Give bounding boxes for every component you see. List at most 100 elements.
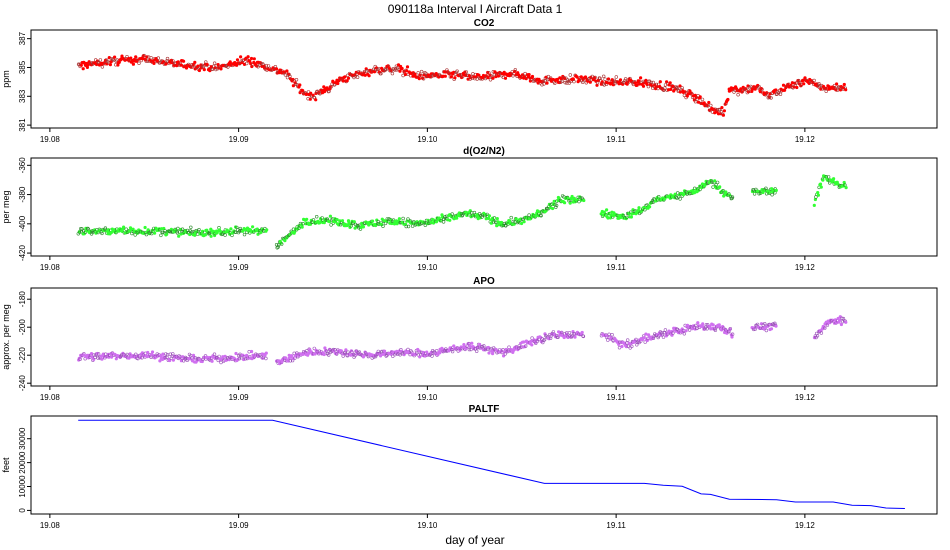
o2n2-point xyxy=(730,195,735,199)
co2-point xyxy=(720,106,724,110)
co2-point xyxy=(216,63,220,67)
o2n2-point xyxy=(207,231,212,236)
o2n2-point xyxy=(823,174,827,179)
o2n2-point xyxy=(434,220,439,224)
co2-point xyxy=(523,71,527,76)
apo-point xyxy=(838,318,842,322)
apo-point xyxy=(708,324,712,328)
o2n2-point xyxy=(637,206,641,210)
o2n2-point xyxy=(582,198,586,203)
co2-point xyxy=(79,63,83,67)
co2-point xyxy=(400,66,404,71)
o2n2-point xyxy=(495,217,499,221)
apo-point xyxy=(283,356,288,360)
co2-point xyxy=(235,58,240,62)
apo-xtick-label: 19.09 xyxy=(229,393,250,402)
apo-point xyxy=(645,338,649,343)
o2n2-point xyxy=(836,182,840,186)
apo-point xyxy=(542,338,547,342)
apo-point xyxy=(730,335,734,339)
co2-point xyxy=(453,76,457,80)
co2-point xyxy=(726,97,730,102)
co2-xtick-label: 19.10 xyxy=(417,135,438,144)
o2n2-xtick-label: 19.12 xyxy=(795,263,816,272)
apo-title: APO xyxy=(473,276,495,287)
co2-point xyxy=(655,85,659,89)
apo-point xyxy=(815,334,820,338)
apo-point xyxy=(573,335,577,339)
co2-point xyxy=(405,65,410,69)
co2-ytick-label: 385 xyxy=(18,60,27,74)
o2n2-point xyxy=(293,230,297,234)
co2-point xyxy=(560,79,564,84)
o2n2-point xyxy=(180,227,185,231)
apo-point xyxy=(839,322,844,327)
apo-point xyxy=(234,351,238,356)
co2-point xyxy=(675,85,680,90)
co2-point xyxy=(308,97,312,101)
apo-point xyxy=(661,335,666,339)
o2n2-point xyxy=(177,234,181,238)
paltf-panel: PALTF feet 19.08 19.09 19.10 19.11 19.12 0 10000… xyxy=(1,404,938,530)
o2n2-point xyxy=(404,224,408,229)
apo-xtick-label: 19.08 xyxy=(40,393,61,402)
o2n2-point xyxy=(566,197,571,201)
o2n2-point xyxy=(122,225,126,229)
co2-point xyxy=(113,55,117,59)
apo-point xyxy=(125,352,129,357)
apo-point xyxy=(630,344,634,349)
co2-point xyxy=(649,80,653,85)
o2n2-point xyxy=(124,227,128,231)
paltf-series xyxy=(78,419,905,509)
o2n2-point xyxy=(106,228,110,232)
apo-point xyxy=(373,354,378,359)
co2-point xyxy=(572,79,576,84)
co2-point xyxy=(759,87,764,91)
co2-point xyxy=(590,74,594,79)
apo-point xyxy=(89,352,94,356)
apo-point xyxy=(353,353,357,358)
apo-point xyxy=(541,340,545,345)
o2n2-point xyxy=(812,203,816,207)
co2-point xyxy=(264,63,268,68)
co2-point xyxy=(601,74,606,79)
o2n2-point xyxy=(821,178,825,182)
co2-point xyxy=(294,82,298,87)
apo-point xyxy=(844,320,848,324)
o2n2-point xyxy=(146,228,150,232)
co2-point xyxy=(739,87,743,91)
co2-point xyxy=(355,75,360,79)
o2n2-ytick-label: -420 xyxy=(18,245,27,262)
co2-point xyxy=(802,82,806,86)
apo-point xyxy=(559,330,564,335)
o2n2-point xyxy=(406,217,410,221)
apo-point xyxy=(171,358,175,362)
co2-point xyxy=(100,65,105,69)
o2n2-point xyxy=(485,212,489,217)
paltf-xtick-label: 19.10 xyxy=(417,521,438,530)
o2n2-point xyxy=(357,223,362,227)
co2-point xyxy=(686,92,690,96)
o2n2-point xyxy=(276,245,280,249)
co2-point xyxy=(835,82,839,86)
apo-point xyxy=(168,352,173,356)
co2-point xyxy=(455,69,459,73)
paltf-xtick-label: 19.08 xyxy=(40,521,61,530)
apo-point xyxy=(435,349,439,353)
co2-point xyxy=(202,68,206,72)
co2-point xyxy=(301,89,305,93)
co2-point xyxy=(287,72,291,77)
o2n2-point xyxy=(648,205,652,209)
o2n2-point xyxy=(77,230,82,235)
apo-point xyxy=(452,344,456,348)
apo-point xyxy=(344,348,348,352)
co2-point xyxy=(513,68,517,72)
apo-point xyxy=(354,349,359,353)
co2-point xyxy=(241,58,245,63)
o2n2-point xyxy=(675,196,679,200)
co2-point xyxy=(199,66,203,70)
co2-point xyxy=(405,69,409,73)
apo-point xyxy=(663,328,668,332)
o2n2-point xyxy=(495,224,499,228)
